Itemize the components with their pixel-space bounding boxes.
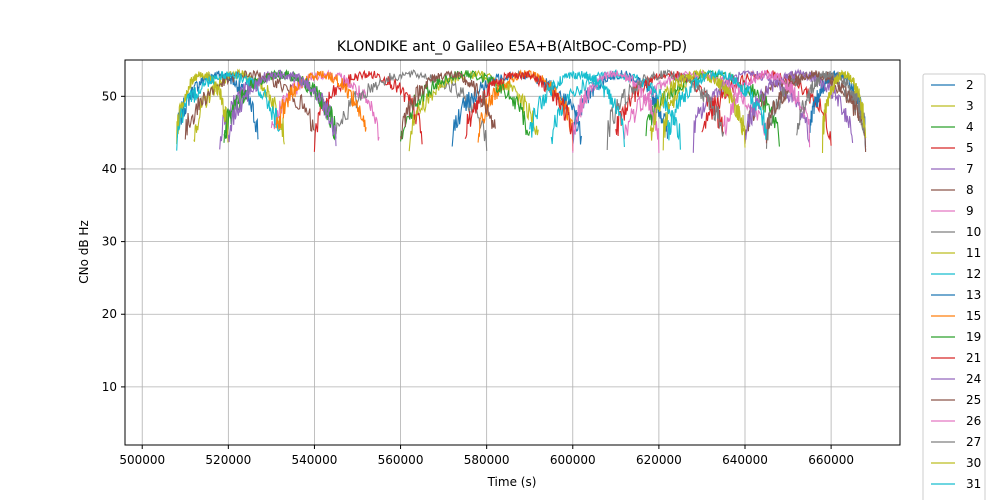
series-line — [408, 69, 539, 152]
y-tick-label: 20 — [102, 307, 117, 321]
legend-box — [922, 73, 986, 500]
y-tick-label: 30 — [102, 235, 117, 249]
x-tick-label: 540000 — [292, 453, 338, 467]
legend-label: 10 — [966, 225, 981, 239]
series-30 — [649, 68, 867, 154]
y-tick-label: 40 — [102, 162, 117, 176]
legend-label: 25 — [966, 393, 981, 407]
x-tick-label: 660000 — [808, 453, 854, 467]
legend-label: 11 — [966, 246, 981, 260]
series-line — [193, 68, 285, 145]
x-axis-label: Time (s) — [487, 475, 537, 489]
series-line — [666, 68, 768, 141]
legend-label: 2 — [966, 78, 974, 92]
series-line — [184, 69, 315, 140]
series-line — [275, 70, 367, 132]
x-tick-label: 600000 — [550, 453, 596, 467]
legend-label: 4 — [966, 120, 974, 134]
x-tick-label: 500000 — [119, 453, 165, 467]
series-line — [313, 69, 423, 152]
legend-label: 27 — [966, 435, 981, 449]
series-27 — [606, 69, 866, 151]
series-line — [649, 68, 746, 148]
x-tick-label: 580000 — [464, 453, 510, 467]
series-line — [615, 70, 725, 137]
series-line — [821, 69, 867, 154]
series-line — [765, 70, 867, 153]
series-line — [529, 70, 625, 148]
x-tick-label: 620000 — [636, 453, 682, 467]
series-line — [550, 68, 681, 150]
x-tick-label: 560000 — [378, 453, 424, 467]
legend-label: 13 — [966, 288, 981, 302]
legend-label: 7 — [966, 162, 974, 176]
y-tick-label: 50 — [102, 89, 117, 103]
legend-label: 31 — [966, 477, 981, 491]
legend-label: 19 — [966, 330, 981, 344]
x-tick-label: 520000 — [205, 453, 251, 467]
legend-label: 30 — [966, 456, 981, 470]
legend-label: 24 — [966, 372, 981, 386]
legend: 2 3 4 5 7 8 9 10 11 12 13 15 19 21 24 25 26 27 30 31 — [922, 73, 986, 500]
legend-label: 9 — [966, 204, 974, 218]
series-line — [400, 70, 531, 142]
series-line — [400, 70, 496, 140]
series-25 — [400, 70, 867, 153]
series-layer — [176, 68, 867, 154]
series-line — [796, 70, 866, 136]
series-line — [176, 71, 281, 151]
series-11 — [176, 69, 539, 152]
series-line — [335, 69, 488, 151]
grid-lines — [125, 60, 900, 445]
series-line — [227, 71, 337, 147]
chart-title: KLONDIKE ant_0 Galileo E5A+B(AltBOC-Comp… — [337, 39, 687, 55]
y-axis-label: CNo dB Hz — [77, 220, 91, 284]
y-tick-label: 10 — [102, 380, 117, 394]
legend-label: 15 — [966, 309, 981, 323]
legend-label: 12 — [966, 267, 981, 281]
series-line — [606, 69, 725, 151]
legend-label: 5 — [966, 141, 974, 155]
x-axis: 500000 520000 540000 560000 580000 600000 6200… — [119, 445, 854, 467]
plot-frame — [124, 59, 901, 446]
x-tick-label: 640000 — [722, 453, 768, 467]
legend-label: 8 — [966, 183, 974, 197]
legend-label: 21 — [966, 351, 981, 365]
series-12 — [176, 68, 681, 151]
legend-label: 3 — [966, 99, 974, 113]
legend-label: 26 — [966, 414, 981, 428]
series-line — [722, 70, 811, 148]
y-axis: 10 20 30 40 50 — [102, 89, 125, 394]
series-31 — [529, 68, 768, 148]
series-line — [176, 70, 229, 145]
series-26 — [572, 70, 811, 154]
series-line — [572, 70, 660, 154]
